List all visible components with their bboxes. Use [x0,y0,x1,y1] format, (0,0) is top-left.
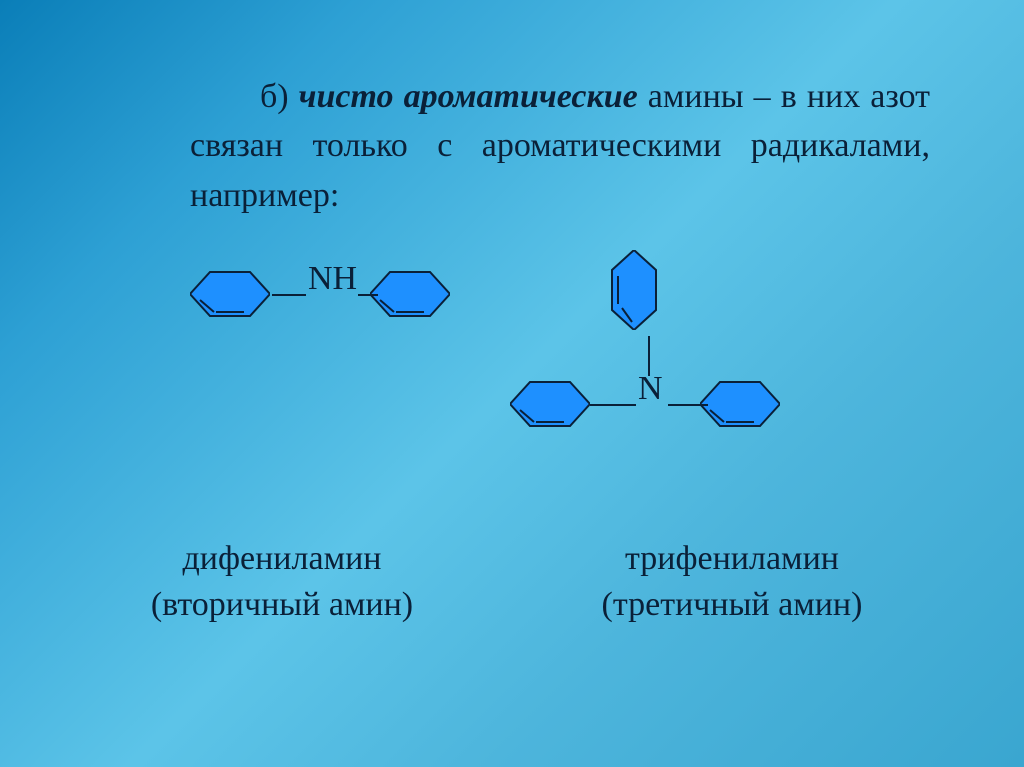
bond-tpa-1 [668,404,708,406]
intro-paragraph: б) чисто ароматические амины – в них азо… [190,72,930,220]
paragraph-block: б) чисто ароматические амины – в них азо… [190,38,930,254]
chem-label-tpa: N [638,370,663,408]
diagram-area: NH N [190,250,930,510]
bond-tpa-0 [590,404,636,406]
chem-label-dpa: NH [308,260,357,298]
diphenylamine-type: (вторичный амин) [112,586,452,624]
benzene-ring-tpa-0 [610,250,658,330]
diphenylamine-name: дифениламин [112,540,452,578]
para-prefix: б) [260,78,299,115]
caption-names: дифениламин трифениламин [0,540,1024,578]
benzene-ring-dpa-1 [370,270,450,318]
benzene-ring-tpa-2 [700,380,780,428]
benzene-ring-dpa-0 [190,270,270,318]
triphenylamine-type: (третичный амин) [552,586,912,624]
triphenylamine-name: трифениламин [552,540,912,578]
benzene-ring-tpa-1 [510,380,590,428]
bond-dpa-0 [272,294,306,296]
slide: б) чисто ароматические амины – в них азо… [0,0,1024,767]
para-emph: чисто ароматические [299,78,638,115]
captions: дифениламин трифениламин (вторичный амин… [0,540,1024,632]
bond-dpa-1 [358,294,378,296]
caption-types: (вторичный амин) (третичный амин) [0,586,1024,624]
